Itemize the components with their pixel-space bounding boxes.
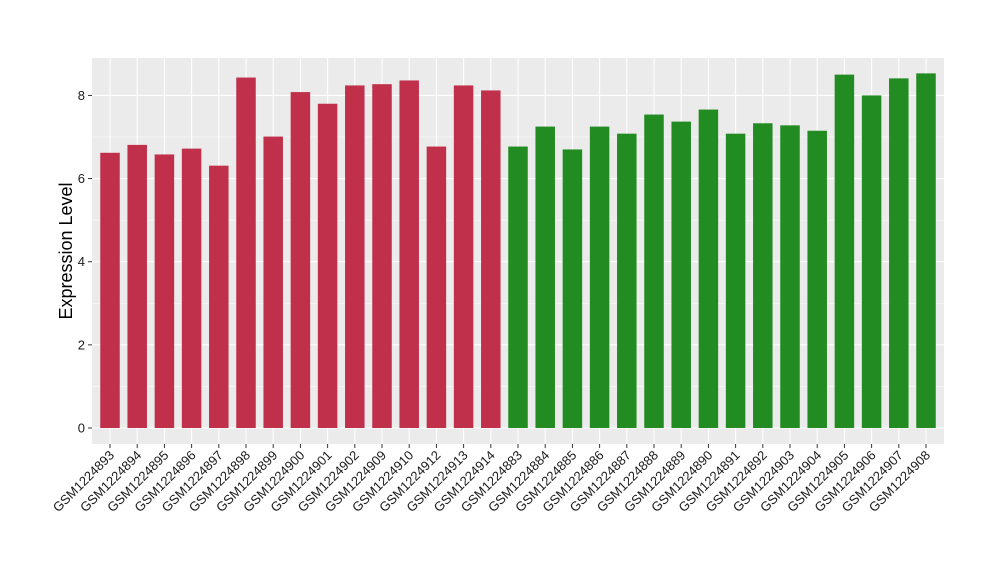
bar-GSM1224907 (889, 78, 909, 428)
bar-GSM1224897 (209, 165, 229, 428)
bar-GSM1224912 (426, 146, 447, 428)
y-tick-label: 6 (78, 171, 85, 186)
bar-GSM1224891 (725, 133, 746, 429)
bar-GSM1224892 (753, 123, 773, 429)
y-tick-label: 2 (78, 337, 85, 352)
bar-GSM1224908 (916, 73, 936, 428)
bar-GSM1224883 (508, 146, 528, 428)
bar-GSM1224894 (127, 144, 147, 428)
bar-GSM1224909 (372, 84, 392, 428)
bar-GSM1224903 (780, 125, 800, 428)
bar-GSM1224900 (290, 92, 311, 428)
bar-GSM1224896 (181, 148, 202, 428)
bar-GSM1224886 (589, 126, 610, 428)
bar-GSM1224888 (644, 114, 664, 428)
bar-GSM1224914 (481, 90, 501, 428)
bar-GSM1224893 (100, 152, 120, 429)
bar-GSM1224910 (399, 80, 419, 429)
bar-GSM1224902 (345, 85, 365, 428)
bar-GSM1224905 (834, 74, 855, 428)
bar-GSM1224898 (236, 77, 256, 428)
bar-GSM1224904 (807, 130, 827, 428)
x-axis-ticks: GSM1224893GSM1224894GSM1224895GSM1224896… (50, 444, 933, 515)
bar-GSM1224889 (671, 121, 691, 428)
y-tick-label: 0 (78, 421, 85, 436)
bar-GSM1224913 (453, 85, 474, 428)
bar-GSM1224885 (562, 149, 583, 428)
bar-GSM1224895 (154, 154, 175, 428)
bar-GSM1224884 (535, 126, 555, 428)
y-tick-label: 4 (78, 254, 85, 269)
y-axis-ticks: 0 2 4 6 8 (78, 88, 92, 436)
y-axis-title: Expression Level (56, 182, 76, 319)
bar-GSM1224906 (861, 95, 882, 428)
y-tick-label: 8 (78, 88, 85, 103)
bar-GSM1224901 (317, 103, 338, 428)
bars (100, 73, 936, 429)
bar-GSM1224890 (698, 109, 719, 428)
bar-GSM1224887 (617, 133, 637, 429)
bar-GSM1224899 (263, 136, 283, 428)
